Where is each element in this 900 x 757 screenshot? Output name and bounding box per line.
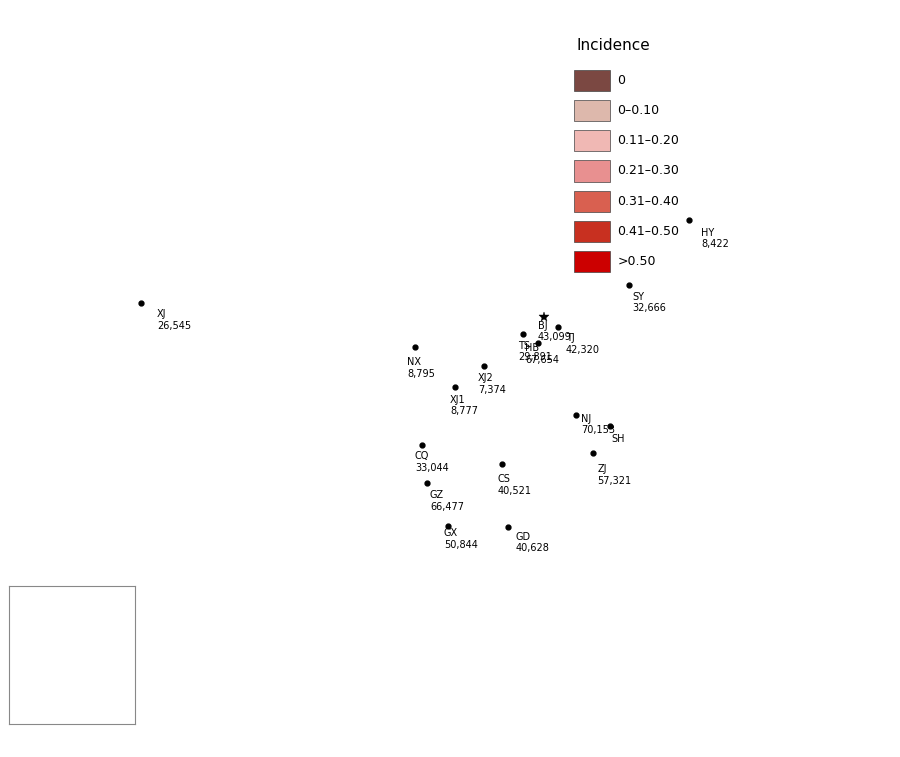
Text: SH: SH — [611, 434, 625, 444]
Bar — [574, 70, 610, 91]
Text: XJ1
8,777: XJ1 8,777 — [450, 395, 478, 416]
Text: 0.41–0.50: 0.41–0.50 — [617, 225, 680, 238]
Text: BJ
43,099: BJ 43,099 — [538, 321, 572, 342]
Text: SY
32,666: SY 32,666 — [633, 291, 666, 313]
Bar — [574, 100, 610, 121]
Text: TJ
42,320: TJ 42,320 — [566, 333, 599, 355]
Text: 0.11–0.20: 0.11–0.20 — [617, 134, 680, 148]
Bar — [574, 251, 610, 272]
Text: 0: 0 — [617, 74, 626, 87]
Text: TS
29,891: TS 29,891 — [518, 341, 552, 363]
Text: GX
50,844: GX 50,844 — [444, 528, 478, 550]
Text: Incidence: Incidence — [576, 38, 650, 53]
Text: NX
8,795: NX 8,795 — [408, 357, 436, 378]
Text: 0.21–0.30: 0.21–0.30 — [617, 164, 680, 177]
Text: XJ
26,545: XJ 26,545 — [158, 310, 192, 331]
Text: ZJ
57,321: ZJ 57,321 — [597, 464, 631, 485]
Text: HB
67,654: HB 67,654 — [526, 344, 560, 365]
Text: CS
40,521: CS 40,521 — [498, 474, 532, 496]
Text: HY
8,422: HY 8,422 — [701, 228, 729, 249]
Bar — [574, 221, 610, 241]
Bar — [574, 191, 610, 212]
Text: CQ
33,044: CQ 33,044 — [415, 451, 448, 473]
Bar — [574, 160, 610, 182]
Text: NJ
70,153: NJ 70,153 — [580, 413, 615, 435]
Bar — [574, 130, 610, 151]
Text: XJ2
7,374: XJ2 7,374 — [478, 373, 506, 395]
Text: 0–0.10: 0–0.10 — [617, 104, 660, 117]
Text: 0.31–0.40: 0.31–0.40 — [617, 195, 680, 207]
Text: GZ
66,477: GZ 66,477 — [430, 491, 464, 512]
Text: >0.50: >0.50 — [617, 255, 656, 268]
Text: GD
40,628: GD 40,628 — [516, 532, 549, 553]
